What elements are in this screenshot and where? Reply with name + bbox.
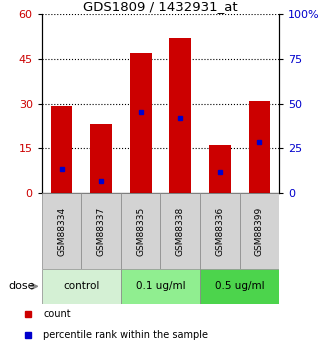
Bar <box>121 269 200 304</box>
Text: GSM88335: GSM88335 <box>136 207 145 256</box>
Bar <box>240 193 279 269</box>
Text: control: control <box>63 282 100 291</box>
Bar <box>209 145 231 193</box>
Bar <box>130 53 152 193</box>
Bar <box>200 269 279 304</box>
Title: GDS1809 / 1432931_at: GDS1809 / 1432931_at <box>83 0 238 13</box>
Bar <box>51 107 73 193</box>
Bar <box>42 269 121 304</box>
Bar <box>81 193 121 269</box>
Bar <box>200 193 240 269</box>
Text: GSM88334: GSM88334 <box>57 207 66 256</box>
Bar <box>169 38 191 193</box>
Text: percentile rank within the sample: percentile rank within the sample <box>43 331 208 341</box>
Text: GSM88336: GSM88336 <box>215 207 224 256</box>
Bar <box>90 125 112 193</box>
Text: GSM88338: GSM88338 <box>176 207 185 256</box>
Text: 0.1 ug/ml: 0.1 ug/ml <box>136 282 185 291</box>
Text: GSM88337: GSM88337 <box>97 207 106 256</box>
Bar <box>160 193 200 269</box>
Text: 0.5 ug/ml: 0.5 ug/ml <box>215 282 265 291</box>
Bar <box>121 193 160 269</box>
Bar <box>42 193 81 269</box>
Bar <box>248 100 270 193</box>
Text: count: count <box>43 309 71 319</box>
Text: GSM88399: GSM88399 <box>255 207 264 256</box>
Text: dose: dose <box>9 282 35 291</box>
